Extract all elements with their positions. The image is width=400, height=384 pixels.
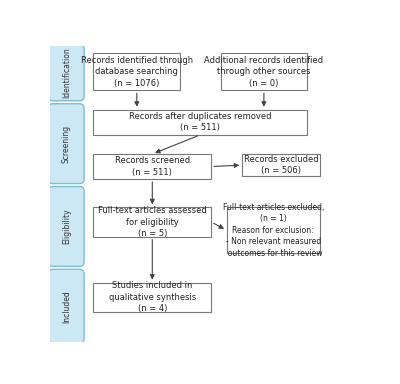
FancyBboxPatch shape <box>242 154 320 176</box>
FancyBboxPatch shape <box>94 53 180 91</box>
Text: Full-text articles excluded,
(n = 1)
Reason for exclusion:
- Non relevant measur: Full-text articles excluded, (n = 1) Rea… <box>222 203 324 258</box>
Text: Records screened
(n = 511): Records screened (n = 511) <box>115 156 190 177</box>
Text: Eligibility: Eligibility <box>62 209 71 244</box>
Text: Studies included in
qualitative synthesis
(n = 4): Studies included in qualitative synthesi… <box>109 281 196 313</box>
Text: Included: Included <box>62 290 71 323</box>
FancyBboxPatch shape <box>48 45 84 101</box>
FancyBboxPatch shape <box>94 110 307 135</box>
FancyBboxPatch shape <box>94 207 211 237</box>
Text: Records identified through
database searching
(n = 1076): Records identified through database sear… <box>81 56 193 88</box>
FancyBboxPatch shape <box>48 104 84 184</box>
FancyBboxPatch shape <box>48 187 84 266</box>
FancyBboxPatch shape <box>220 53 307 91</box>
Text: Records excluded
(n = 506): Records excluded (n = 506) <box>244 155 318 175</box>
Text: Records after duplicates removed
(n = 511): Records after duplicates removed (n = 51… <box>129 112 272 132</box>
Text: Full-text articles assessed
for eligibility
(n = 5): Full-text articles assessed for eligibil… <box>98 206 207 238</box>
Text: Additional records identified
through other sources
(n = 0): Additional records identified through ot… <box>204 56 324 88</box>
FancyBboxPatch shape <box>94 154 211 179</box>
FancyBboxPatch shape <box>227 207 320 253</box>
FancyBboxPatch shape <box>48 269 84 343</box>
Text: Screening: Screening <box>62 124 71 163</box>
Text: Identification: Identification <box>62 47 71 98</box>
FancyBboxPatch shape <box>94 283 211 312</box>
